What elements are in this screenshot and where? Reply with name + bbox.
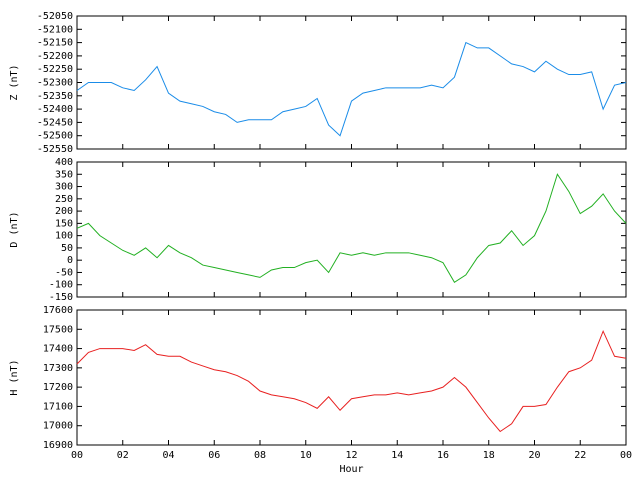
y-tick-label: 17000	[43, 421, 73, 432]
y-tick-label: 17200	[43, 382, 73, 393]
x-tick-label: 00	[71, 450, 83, 461]
plot-frame	[76, 309, 627, 446]
y-tick-label: -52100	[37, 24, 73, 35]
x-tick-label: 14	[391, 450, 403, 461]
y-axis-label: Z (nT)	[9, 64, 20, 100]
y-tick-label: -52500	[37, 131, 73, 142]
y-tick-label: 200	[55, 206, 73, 217]
y-tick-label: -52350	[37, 91, 73, 102]
y-tick-label: -52300	[37, 78, 73, 89]
y-tick-label: 300	[55, 182, 73, 193]
y-tick-label: -52250	[37, 64, 73, 75]
y-tick-label: 0	[67, 255, 73, 266]
x-tick-label: 16	[437, 450, 449, 461]
y-tick-label: 17500	[43, 324, 73, 335]
y-tick-label: 17300	[43, 363, 73, 374]
x-tick-label: 08	[254, 450, 266, 461]
x-tick-label: 10	[300, 450, 312, 461]
y-axis-label: D (nT)	[9, 211, 20, 247]
y-tick-label: 150	[55, 218, 73, 229]
x-tick-label: 04	[162, 450, 174, 461]
y-tick-label: -52550	[37, 144, 73, 155]
x-tick-label: 20	[528, 450, 540, 461]
x-tick-label: 02	[117, 450, 129, 461]
y-tick-label: 17400	[43, 344, 73, 355]
data-line	[76, 41, 627, 137]
x-tick-label: 06	[208, 450, 220, 461]
y-tick-label: -52050	[37, 11, 73, 22]
y-tick-label: 17600	[43, 305, 73, 316]
x-axis-label: Hour	[339, 464, 363, 475]
data-line	[76, 173, 627, 283]
y-tick-label: 100	[55, 231, 73, 242]
y-tick-label: -52400	[37, 104, 73, 115]
y-tick-label: -52450	[37, 117, 73, 128]
y-tick-label: -50	[55, 267, 73, 278]
x-tick-label: 12	[345, 450, 357, 461]
data-line	[76, 329, 627, 433]
y-tick-label: 17100	[43, 401, 73, 412]
y-tick-label: -52150	[37, 38, 73, 49]
plot-frame	[76, 15, 627, 150]
y-tick-label: -100	[49, 280, 73, 291]
y-tick-label: -150	[49, 292, 73, 303]
y-tick-label: 250	[55, 194, 73, 205]
y-tick-label: 50	[61, 243, 73, 254]
x-tick-label: 00	[620, 450, 632, 461]
y-tick-label: 16900	[43, 440, 73, 451]
plot-frame	[76, 161, 627, 298]
x-tick-label: 18	[483, 450, 495, 461]
y-axis-label: H (nT)	[9, 359, 20, 395]
x-tick-label: 22	[574, 450, 586, 461]
y-tick-label: -52200	[37, 51, 73, 62]
y-tick-label: 350	[55, 169, 73, 180]
y-tick-label: 400	[55, 157, 73, 168]
